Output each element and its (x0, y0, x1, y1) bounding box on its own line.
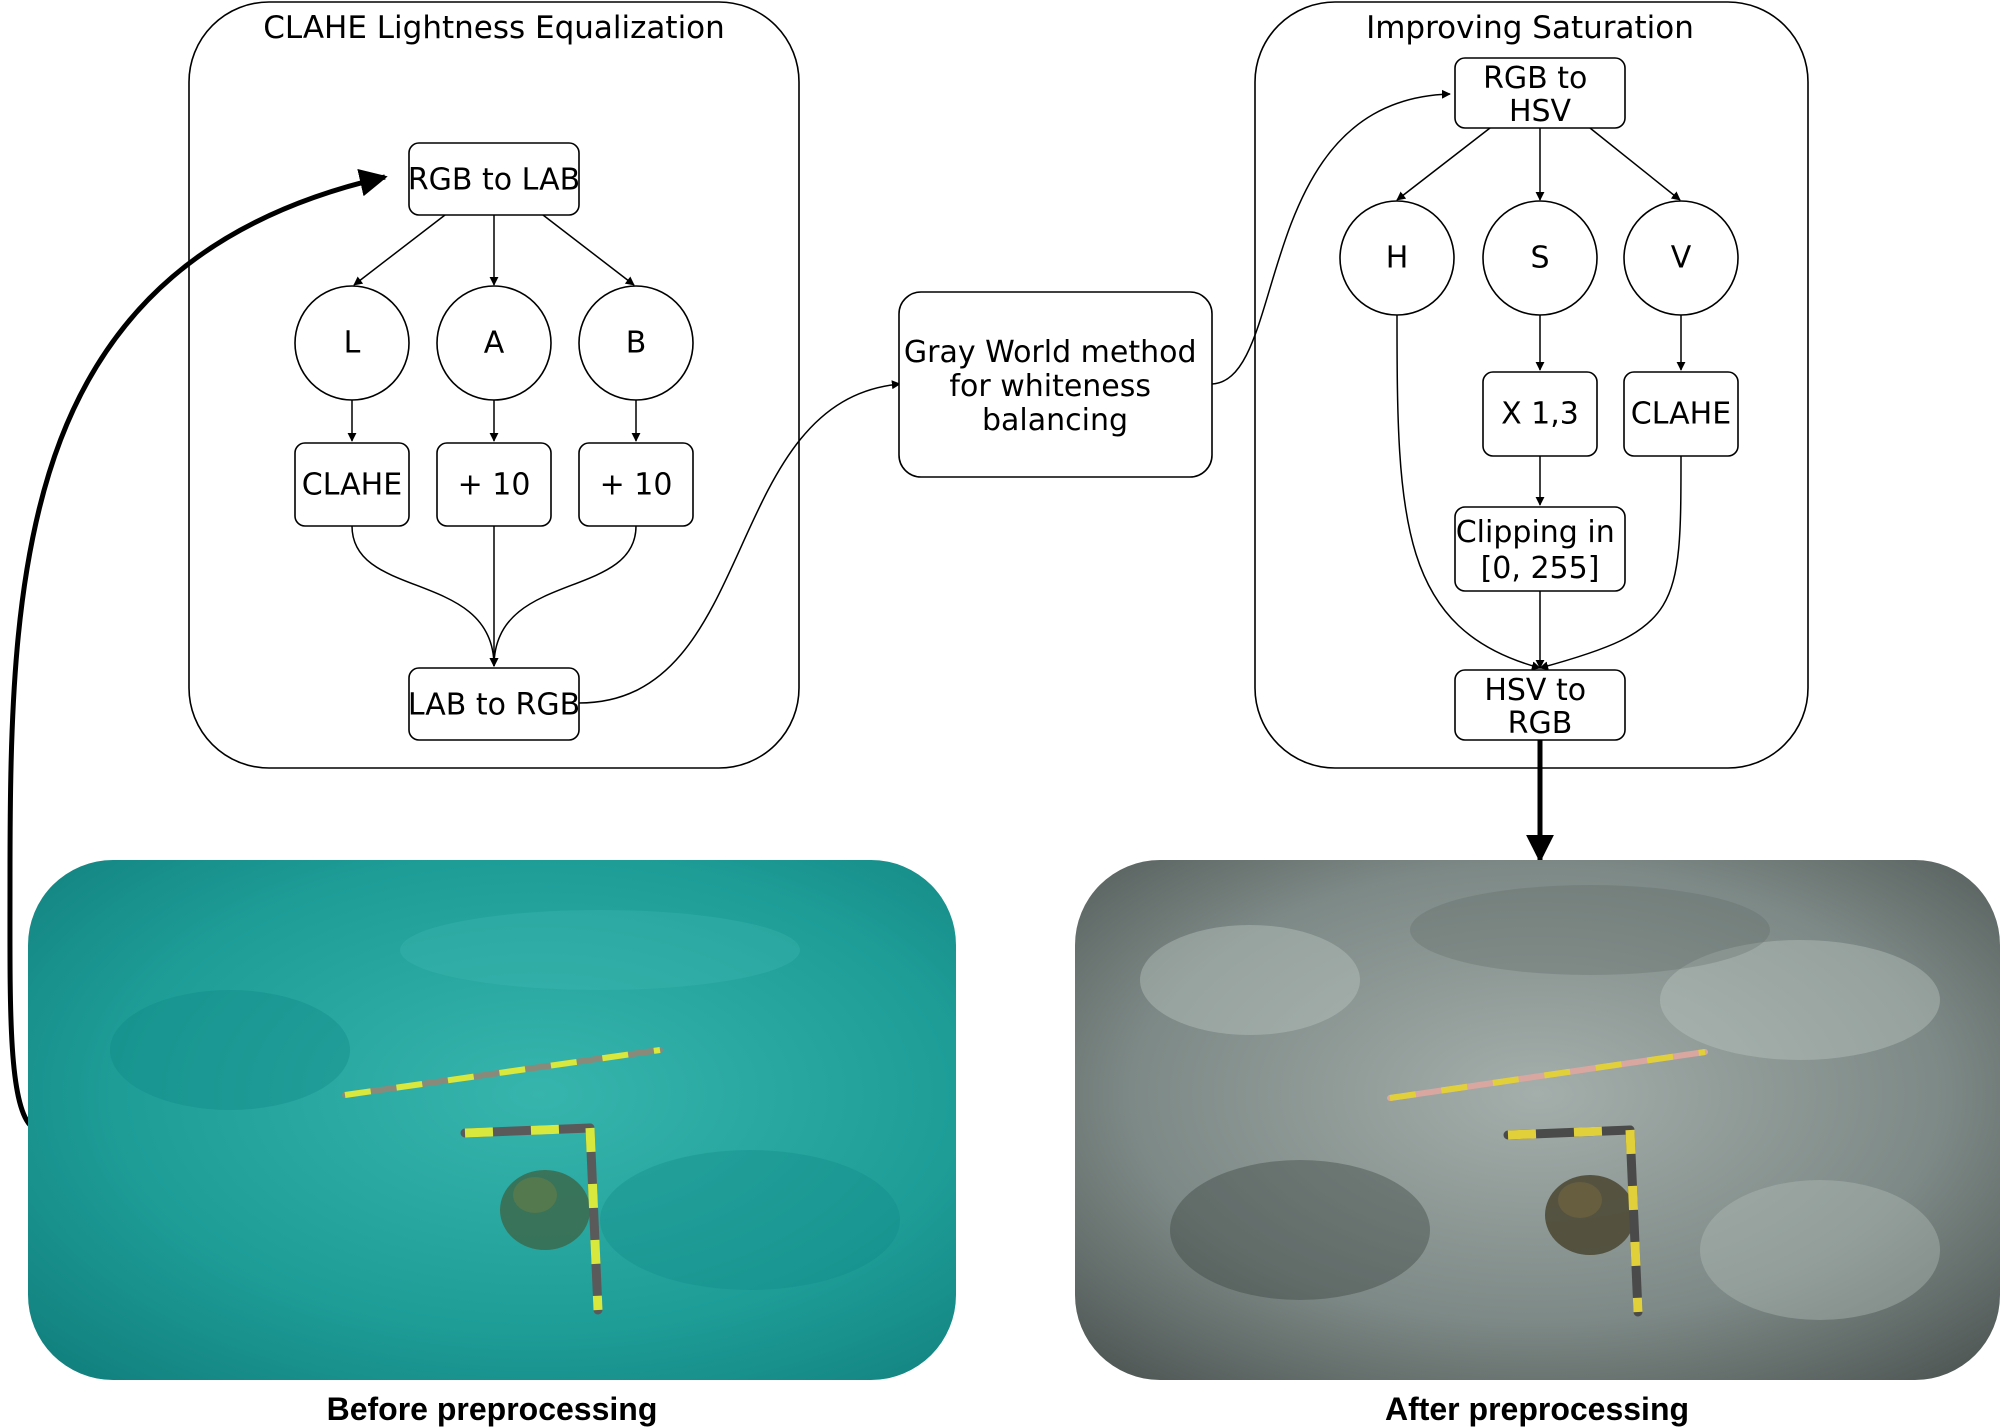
edge-plus10b-lab-to-rgb (489, 525, 637, 667)
node-b: B (578, 285, 694, 401)
node-lab-to-rgb: LAB to RGB (408, 667, 580, 741)
node-rgb-to-lab: RGB to LAB (408, 142, 580, 216)
before-rod-markers (344, 1047, 661, 1098)
node-clipping-line-2: [0, 255] (1481, 551, 1600, 586)
edge-before-image-rgb-to-lab (7, 168, 388, 1127)
node-gray-world-line-3: balancing (982, 403, 1128, 438)
node-x13: X 1,3 (1482, 371, 1598, 457)
clahe-group-frame (188, 1, 800, 769)
node-plus10-a: + 10 (436, 442, 552, 527)
node-s: S (1482, 200, 1598, 316)
node-s-label: S (1530, 241, 1549, 276)
saturation-group-title: Improving Saturation (1366, 10, 1694, 46)
edge-gray-world-rgb-to-hsv (1211, 89, 1451, 385)
node-h: H (1339, 200, 1455, 316)
node-clahe-v-label: CLAHE (1631, 397, 1731, 432)
connector-edges (7, 89, 1554, 1127)
node-plus10-b: + 10 (578, 442, 694, 527)
after-caption: After preprocessing (1385, 1391, 1689, 1427)
node-v-label: V (1671, 241, 1692, 276)
svg-text:Gray World method for wh: Gray World method for whiteness balancin… (904, 335, 1206, 438)
node-l: L (294, 285, 410, 401)
before-caption: Before preprocessing (327, 1391, 658, 1427)
node-hsv-to-rgb-line-1: HSV to (1484, 673, 1586, 708)
lab-edges (347, 214, 641, 667)
node-a: A (436, 285, 552, 401)
node-rgb-to-hsv-line-1: RGB to (1483, 61, 1587, 96)
node-l-label: L (344, 326, 361, 361)
node-clahe-v: CLAHE (1623, 371, 1739, 457)
node-clipping: Clipping in [0, 255] (1454, 506, 1626, 592)
node-rgb-to-hsv-line-2: HSV (1509, 94, 1572, 129)
edge-rgb-to-hsv-h (1396, 127, 1491, 201)
node-a-label: A (484, 326, 505, 361)
node-clahe-l-label: CLAHE (302, 468, 402, 503)
edge-lab-to-rgb-gray-world (578, 380, 901, 704)
node-plus10-a-label: + 10 (458, 468, 531, 503)
edge-h-hsv-to-rgb (1396, 314, 1541, 671)
node-gray-world-line-2: for whiteness (949, 369, 1151, 404)
node-gray-world: Gray World method for whiteness balancin… (898, 291, 1213, 478)
node-rgb-to-lab-label: RGB to LAB (408, 163, 580, 198)
saturation-group-frame (1254, 1, 1809, 769)
after-rod-markers (1389, 1049, 1706, 1101)
node-gray-world-line-1: Gray World method (904, 335, 1197, 370)
edge-rgb-to-hsv-v (1589, 127, 1681, 201)
svg-text:HSV to RGB: HSV to RGB (1484, 673, 1595, 741)
node-rgb-to-hsv: RGB to HSV (1454, 57, 1626, 129)
node-plus10-b-label: + 10 (600, 468, 673, 503)
before-image (28, 860, 956, 1380)
node-b-label: B (626, 326, 647, 361)
edge-clahe-hsv-to-rgb (1539, 455, 1682, 671)
saturation-group: Improving Saturation (1254, 1, 1809, 769)
node-hsv-to-rgb-line-2: RGB (1508, 706, 1573, 741)
edge-rgb-to-lab-l (353, 214, 446, 286)
clahe-group: CLAHE Lightness Equalization (188, 1, 800, 769)
node-lab-to-rgb-label: LAB to RGB (408, 688, 580, 723)
hsv-edges (1396, 127, 1686, 671)
node-clipping-line-1: Clipping in (1456, 515, 1615, 550)
after-image (1075, 860, 2000, 1380)
node-v: V (1623, 200, 1739, 316)
edge-rgb-to-lab-b (542, 214, 635, 286)
node-x13-label: X 1,3 (1501, 397, 1579, 432)
svg-text:Clipping in [0, 255]: Clipping in [0, 255] (1456, 515, 1625, 586)
node-h-label: H (1386, 241, 1409, 276)
svg-text:RGB to HSV: RGB to HSV (1483, 61, 1597, 129)
node-hsv-to-rgb: HSV to RGB (1454, 669, 1626, 741)
edge-clahe-lab-to-rgb (351, 525, 499, 667)
clahe-group-title: CLAHE Lightness Equalization (263, 10, 725, 46)
node-clahe-l: CLAHE (294, 442, 410, 527)
